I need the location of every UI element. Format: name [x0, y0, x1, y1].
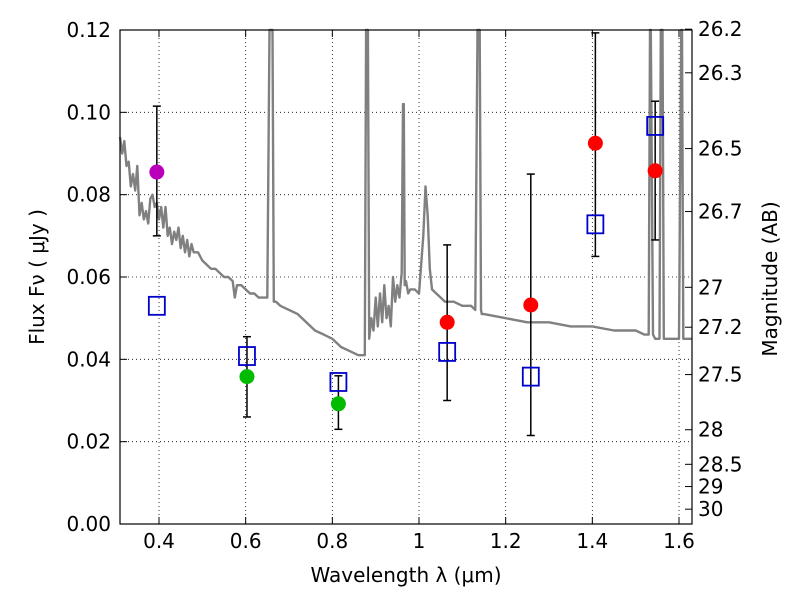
right-tick-label: 28.5 — [698, 452, 743, 476]
y-tick-label: 0.12 — [66, 18, 111, 42]
y-tick-label: 0.00 — [66, 512, 111, 536]
right-tick-label: 27.2 — [698, 315, 743, 339]
x-tick-label: 1 — [413, 529, 426, 553]
right-axis-label: Magnitude (AB) — [758, 201, 782, 356]
right-tick-label: 26.2 — [698, 17, 743, 41]
x-axis-label-text: Wavelength λ (μm) — [310, 563, 501, 587]
observed-point — [647, 163, 663, 179]
model-square-point — [646, 116, 665, 136]
model-square-point — [586, 214, 605, 235]
observed-point — [587, 135, 603, 151]
observed-point — [523, 297, 539, 313]
observed-point — [239, 369, 255, 385]
model-square-point — [438, 342, 457, 362]
x-tick-label: 0.6 — [230, 529, 262, 553]
x-tick-label: 0.4 — [143, 529, 175, 553]
y-tick-label: 0.08 — [66, 183, 111, 207]
right-tick-label: 26.3 — [698, 61, 743, 85]
observed-point — [149, 164, 165, 180]
data-points — [147, 116, 665, 412]
y-tick-label: 0.10 — [66, 100, 111, 124]
y-axis-label: Flux Fν ( μJy ) — [25, 209, 49, 345]
axis-ticks: 0.4 0.6 0.8 1 1.2 1.4 1.6 0.00 0.02 0.04 0.06 0.08 0… — [66, 17, 742, 553]
y-tick-label: 0.06 — [66, 265, 111, 289]
right-tick-label: 27 — [698, 275, 723, 299]
model-square-point — [329, 372, 348, 392]
x-tick-label: 0.8 — [316, 529, 348, 553]
x-tick-label: 1.2 — [490, 529, 522, 553]
model-square-point — [147, 295, 166, 316]
model-square-point — [521, 366, 540, 387]
observed-point — [330, 396, 346, 412]
right-tick-label: 26.7 — [698, 200, 743, 224]
x-axis-label: Wavelength λ (μm) — [310, 563, 501, 587]
right-tick-label: 27.5 — [698, 363, 743, 387]
observed-point — [439, 314, 455, 330]
x-tick-label: 1.4 — [576, 529, 608, 553]
x-tick-label: 1.6 — [663, 529, 695, 553]
y-tick-label: 0.04 — [66, 347, 111, 371]
y-tick-label: 0.02 — [66, 430, 111, 454]
right-tick-label: 30 — [698, 497, 723, 521]
right-tick-label: 28 — [698, 418, 723, 442]
y-axis-label-text: Flux Fν ( μJy ) — [25, 209, 49, 345]
right-tick-label: 26.5 — [698, 137, 743, 161]
right-tick-label: 29 — [698, 475, 723, 499]
model-square-point — [238, 346, 256, 366]
